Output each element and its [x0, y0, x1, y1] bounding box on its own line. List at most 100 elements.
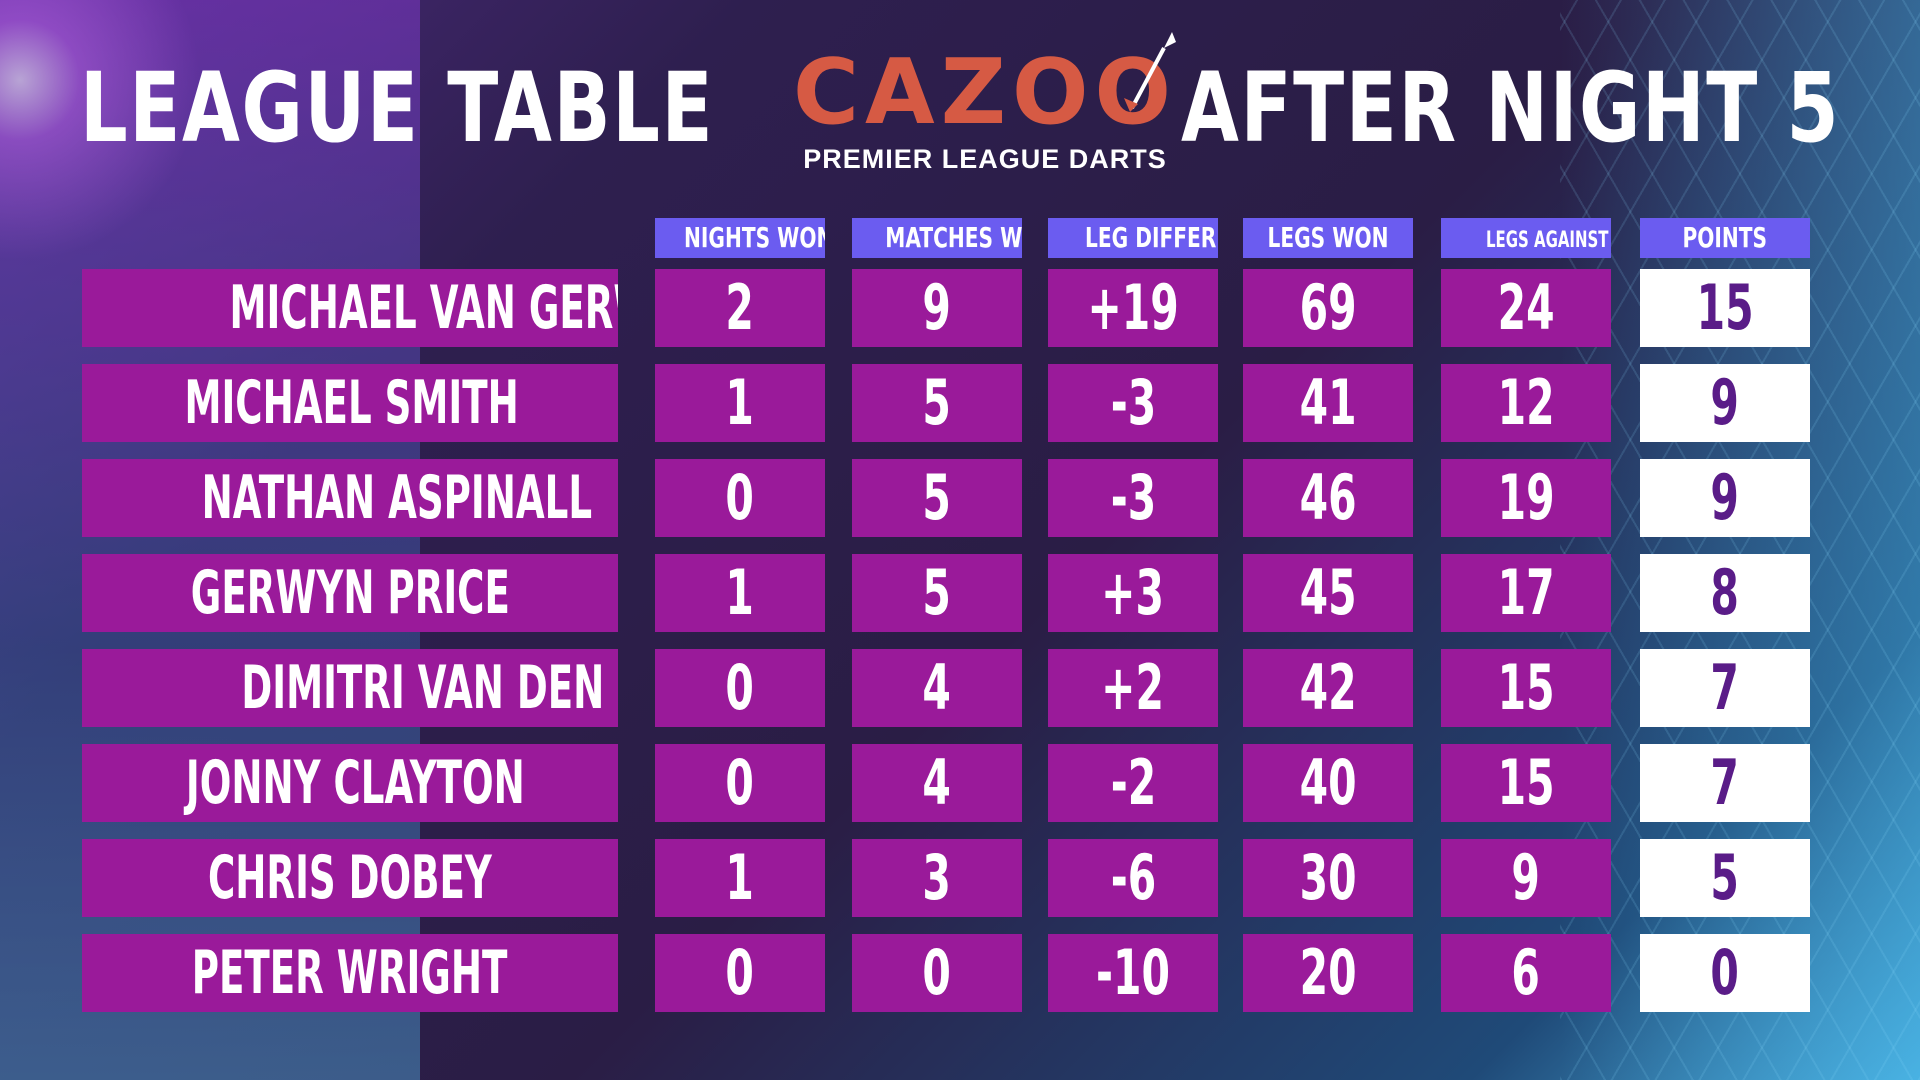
- points-cell: 15: [1640, 269, 1810, 347]
- matches-won-cell: 4: [852, 744, 1022, 822]
- points-cell: 5: [1640, 839, 1810, 917]
- table-row: GERWYN PRICE 1 5 +3 45 17 8: [0, 554, 1920, 632]
- legs-against-throw-cell: 15: [1441, 744, 1611, 822]
- legs-won-cell-text: 40: [1299, 746, 1357, 819]
- column-header-nights-won: NIGHTS WON: [655, 218, 825, 258]
- nights-won-cell-text: 1: [725, 366, 755, 439]
- leg-difference-cell: -3: [1048, 364, 1218, 442]
- nights-won-cell: 1: [655, 364, 825, 442]
- matches-won-cell: 0: [852, 934, 1022, 1012]
- legs-against-throw-cell: 6: [1441, 934, 1611, 1012]
- points-cell-text: 7: [1710, 746, 1740, 819]
- leg-difference-cell: -3: [1048, 459, 1218, 537]
- matches-won-cell-text: 5: [922, 556, 952, 629]
- leg-difference-cell: -6: [1048, 839, 1218, 917]
- legs-won-cell: 42: [1243, 649, 1413, 727]
- nights-won-cell: 1: [655, 839, 825, 917]
- nights-won-cell-text: 2: [725, 271, 755, 344]
- player-name-text: MICHAEL SMITH: [184, 368, 519, 438]
- legs-won-cell-text: 42: [1299, 651, 1357, 724]
- legs-won-cell-text: 69: [1299, 271, 1357, 344]
- legs-against-throw-cell-text: 15: [1497, 651, 1555, 724]
- nights-won-cell: 0: [655, 649, 825, 727]
- nights-won-cell-text: 1: [725, 556, 755, 629]
- legs-against-throw-cell-text: 17: [1497, 556, 1555, 629]
- legs-won-cell: 69: [1243, 269, 1413, 347]
- player-name-text: GERWYN PRICE: [190, 558, 510, 628]
- legs-against-throw-cell: 12: [1441, 364, 1611, 442]
- legs-won-cell: 41: [1243, 364, 1413, 442]
- legs-against-throw-cell-text: 9: [1511, 841, 1541, 914]
- points-cell: 7: [1640, 649, 1810, 727]
- column-header-matches-won: MATCHES WON: [852, 218, 1022, 258]
- points-cell-text: 8: [1710, 556, 1740, 629]
- column-header-legs-against-throw: LEGS AGAINST THROW: [1441, 218, 1611, 258]
- leg-difference-cell: -10: [1048, 934, 1218, 1012]
- legs-won-cell: 40: [1243, 744, 1413, 822]
- legs-won-cell-text: 46: [1299, 461, 1357, 534]
- table-row: MICHAEL VAN GERWEN 2 9 +19 69 24 15: [0, 269, 1920, 347]
- points-cell: 0: [1640, 934, 1810, 1012]
- table-row: DIMITRI VAN DEN BERGH 0 4 +2 42 15 7: [0, 649, 1920, 727]
- player-name-text: JONNY CLAYTON: [185, 748, 525, 818]
- matches-won-cell: 3: [852, 839, 1022, 917]
- legs-against-throw-cell: 19: [1441, 459, 1611, 537]
- leg-difference-cell-text: -10: [1096, 936, 1170, 1009]
- nights-won-cell: 0: [655, 934, 825, 1012]
- nights-won-cell-text: 0: [725, 936, 755, 1009]
- player-name: MICHAEL SMITH: [82, 364, 618, 442]
- leg-difference-cell-text: -6: [1110, 841, 1156, 914]
- leg-difference-cell-text: -3: [1110, 461, 1156, 534]
- legs-against-throw-cell-text: 19: [1497, 461, 1555, 534]
- league-table-title: LEAGUE TABLE: [80, 52, 715, 164]
- points-cell-text: 9: [1710, 461, 1740, 534]
- legs-won-cell: 46: [1243, 459, 1413, 537]
- matches-won-cell-text: 5: [922, 366, 952, 439]
- player-name-text: DIMITRI VAN DEN BERGH: [241, 653, 618, 723]
- legs-won-cell: 20: [1243, 934, 1413, 1012]
- nights-won-cell-text: 0: [725, 651, 755, 724]
- legs-against-throw-cell-text: 6: [1511, 936, 1541, 1009]
- points-cell-text: 9: [1710, 366, 1740, 439]
- matches-won-cell-text: 9: [922, 271, 952, 344]
- points-cell: 7: [1640, 744, 1810, 822]
- legs-won-cell: 45: [1243, 554, 1413, 632]
- column-header-leg-difference: LEG DIFFERENCE: [1048, 218, 1218, 258]
- player-name-text: CHRIS DOBEY: [208, 843, 492, 913]
- legs-against-throw-cell: 15: [1441, 649, 1611, 727]
- nights-won-cell-text: 0: [725, 461, 755, 534]
- cazoo-logo: CAZOO PREMIER LEAGUE DARTS: [790, 32, 1180, 174]
- player-name: JONNY CLAYTON: [82, 744, 618, 822]
- matches-won-cell-text: 3: [922, 841, 952, 914]
- leg-difference-cell: +19: [1048, 269, 1218, 347]
- table-row: NATHAN ASPINALL 0 5 -3 46 19 9: [0, 459, 1920, 537]
- points-cell-text: 7: [1710, 651, 1740, 724]
- legs-against-throw-cell-text: 15: [1497, 746, 1555, 819]
- logo-wordmark: CAZOO: [793, 40, 1177, 145]
- player-name-text: MICHAEL VAN GERWEN: [229, 273, 618, 343]
- points-cell: 8: [1640, 554, 1810, 632]
- matches-won-cell: 4: [852, 649, 1022, 727]
- legs-against-throw-cell-text: 24: [1497, 271, 1555, 344]
- legs-won-cell-text: 20: [1299, 936, 1357, 1009]
- leg-difference-cell-text: -3: [1110, 366, 1156, 439]
- legs-against-throw-cell: 9: [1441, 839, 1611, 917]
- points-cell-text: 0: [1710, 936, 1740, 1009]
- matches-won-cell-text: 0: [922, 936, 952, 1009]
- points-cell-text: 15: [1696, 271, 1754, 344]
- player-name-text: PETER WRIGHT: [192, 938, 508, 1008]
- leg-difference-cell-text: +3: [1101, 556, 1165, 629]
- table-row: JONNY CLAYTON 0 4 -2 40 15 7: [0, 744, 1920, 822]
- matches-won-cell-text: 5: [922, 461, 952, 534]
- after-night-title: AFTER NIGHT 5: [1180, 52, 1840, 164]
- player-name: DIMITRI VAN DEN BERGH: [82, 649, 618, 727]
- leg-difference-cell-text: +2: [1101, 651, 1165, 724]
- player-name: GERWYN PRICE: [82, 554, 618, 632]
- column-header-legs-won: LEGS WON: [1243, 218, 1413, 258]
- legs-won-cell-text: 30: [1299, 841, 1357, 914]
- leg-difference-cell: +2: [1048, 649, 1218, 727]
- nights-won-cell: 0: [655, 459, 825, 537]
- player-name: CHRIS DOBEY: [82, 839, 618, 917]
- nights-won-cell-text: 1: [725, 841, 755, 914]
- player-name: NATHAN ASPINALL: [82, 459, 618, 537]
